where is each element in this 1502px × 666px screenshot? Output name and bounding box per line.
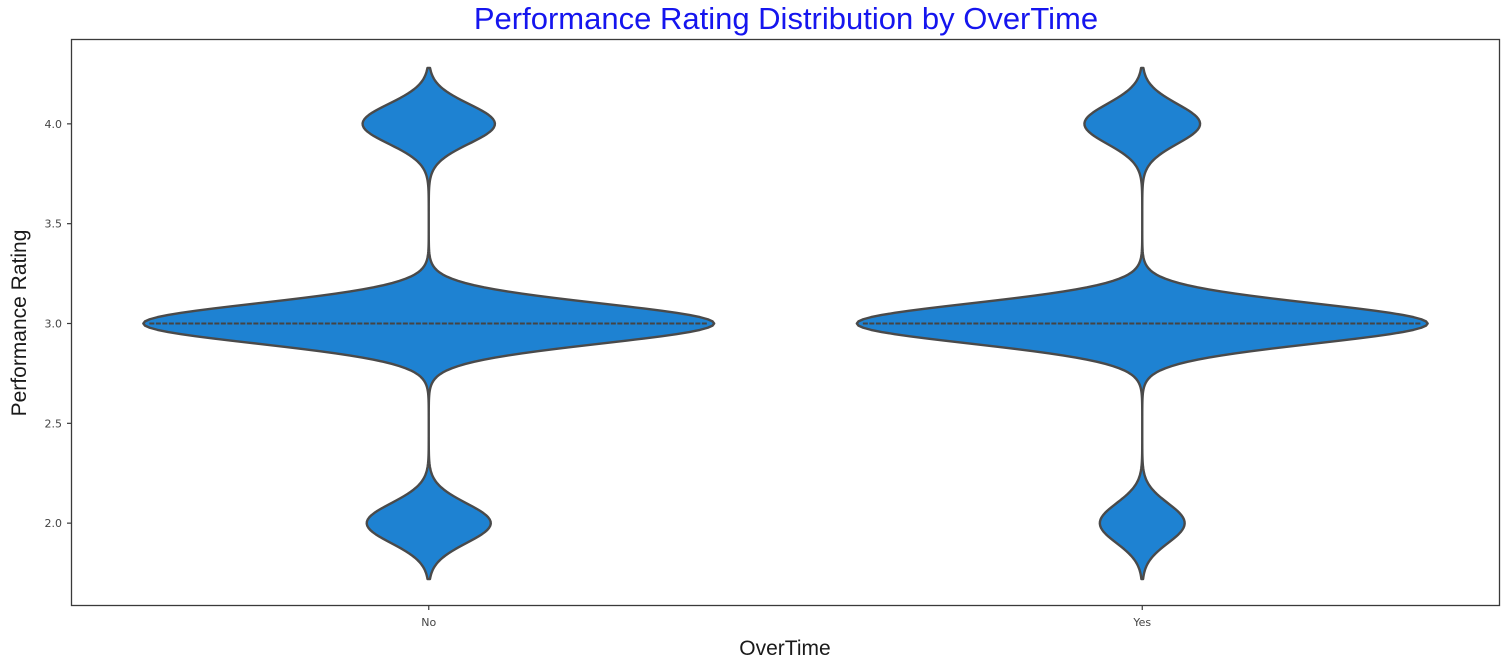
violin-yes [855, 66, 1429, 581]
y-tick-label: 2.5 [45, 417, 63, 430]
violin-no [142, 66, 716, 581]
y-axis-ticks: 2.0 2.5 3.0 3.5 4.0 [45, 118, 72, 530]
y-tick-label: 2.0 [45, 517, 63, 530]
x-axis-label: OverTime [739, 637, 830, 660]
x-tick-label: No [421, 616, 436, 629]
y-tick-label: 3.5 [45, 218, 63, 231]
y-tick-label: 3.0 [45, 317, 63, 330]
y-axis-label: Performance Rating [8, 230, 31, 417]
y-tick-label: 4.0 [45, 118, 63, 131]
x-tick-label: Yes [1132, 616, 1151, 629]
plot-frame [70, 38, 1501, 607]
x-axis-ticks: No Yes [421, 605, 1151, 629]
violins [142, 66, 1429, 581]
chart-title: Performance Rating Distribution by OverT… [474, 1, 1098, 36]
